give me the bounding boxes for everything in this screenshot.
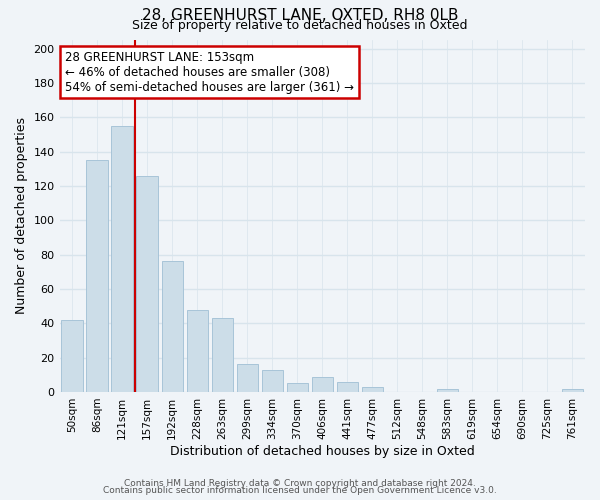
Bar bbox=[337, 382, 358, 392]
Bar bbox=[136, 176, 158, 392]
Bar bbox=[311, 376, 333, 392]
X-axis label: Distribution of detached houses by size in Oxted: Distribution of detached houses by size … bbox=[170, 444, 475, 458]
Bar bbox=[86, 160, 108, 392]
Text: 28, GREENHURST LANE, OXTED, RH8 0LB: 28, GREENHURST LANE, OXTED, RH8 0LB bbox=[142, 8, 458, 22]
Bar bbox=[262, 370, 283, 392]
Text: Size of property relative to detached houses in Oxted: Size of property relative to detached ho… bbox=[132, 18, 468, 32]
Bar bbox=[61, 320, 83, 392]
Bar bbox=[212, 318, 233, 392]
Bar bbox=[437, 388, 458, 392]
Text: 28 GREENHURST LANE: 153sqm
← 46% of detached houses are smaller (308)
54% of sem: 28 GREENHURST LANE: 153sqm ← 46% of deta… bbox=[65, 50, 354, 94]
Y-axis label: Number of detached properties: Number of detached properties bbox=[15, 118, 28, 314]
Bar bbox=[161, 262, 183, 392]
Text: Contains HM Land Registry data © Crown copyright and database right 2024.: Contains HM Land Registry data © Crown c… bbox=[124, 478, 476, 488]
Bar bbox=[236, 364, 258, 392]
Bar bbox=[287, 384, 308, 392]
Bar bbox=[562, 388, 583, 392]
Bar bbox=[187, 310, 208, 392]
Bar bbox=[362, 387, 383, 392]
Text: Contains public sector information licensed under the Open Government Licence v3: Contains public sector information licen… bbox=[103, 486, 497, 495]
Bar bbox=[112, 126, 133, 392]
